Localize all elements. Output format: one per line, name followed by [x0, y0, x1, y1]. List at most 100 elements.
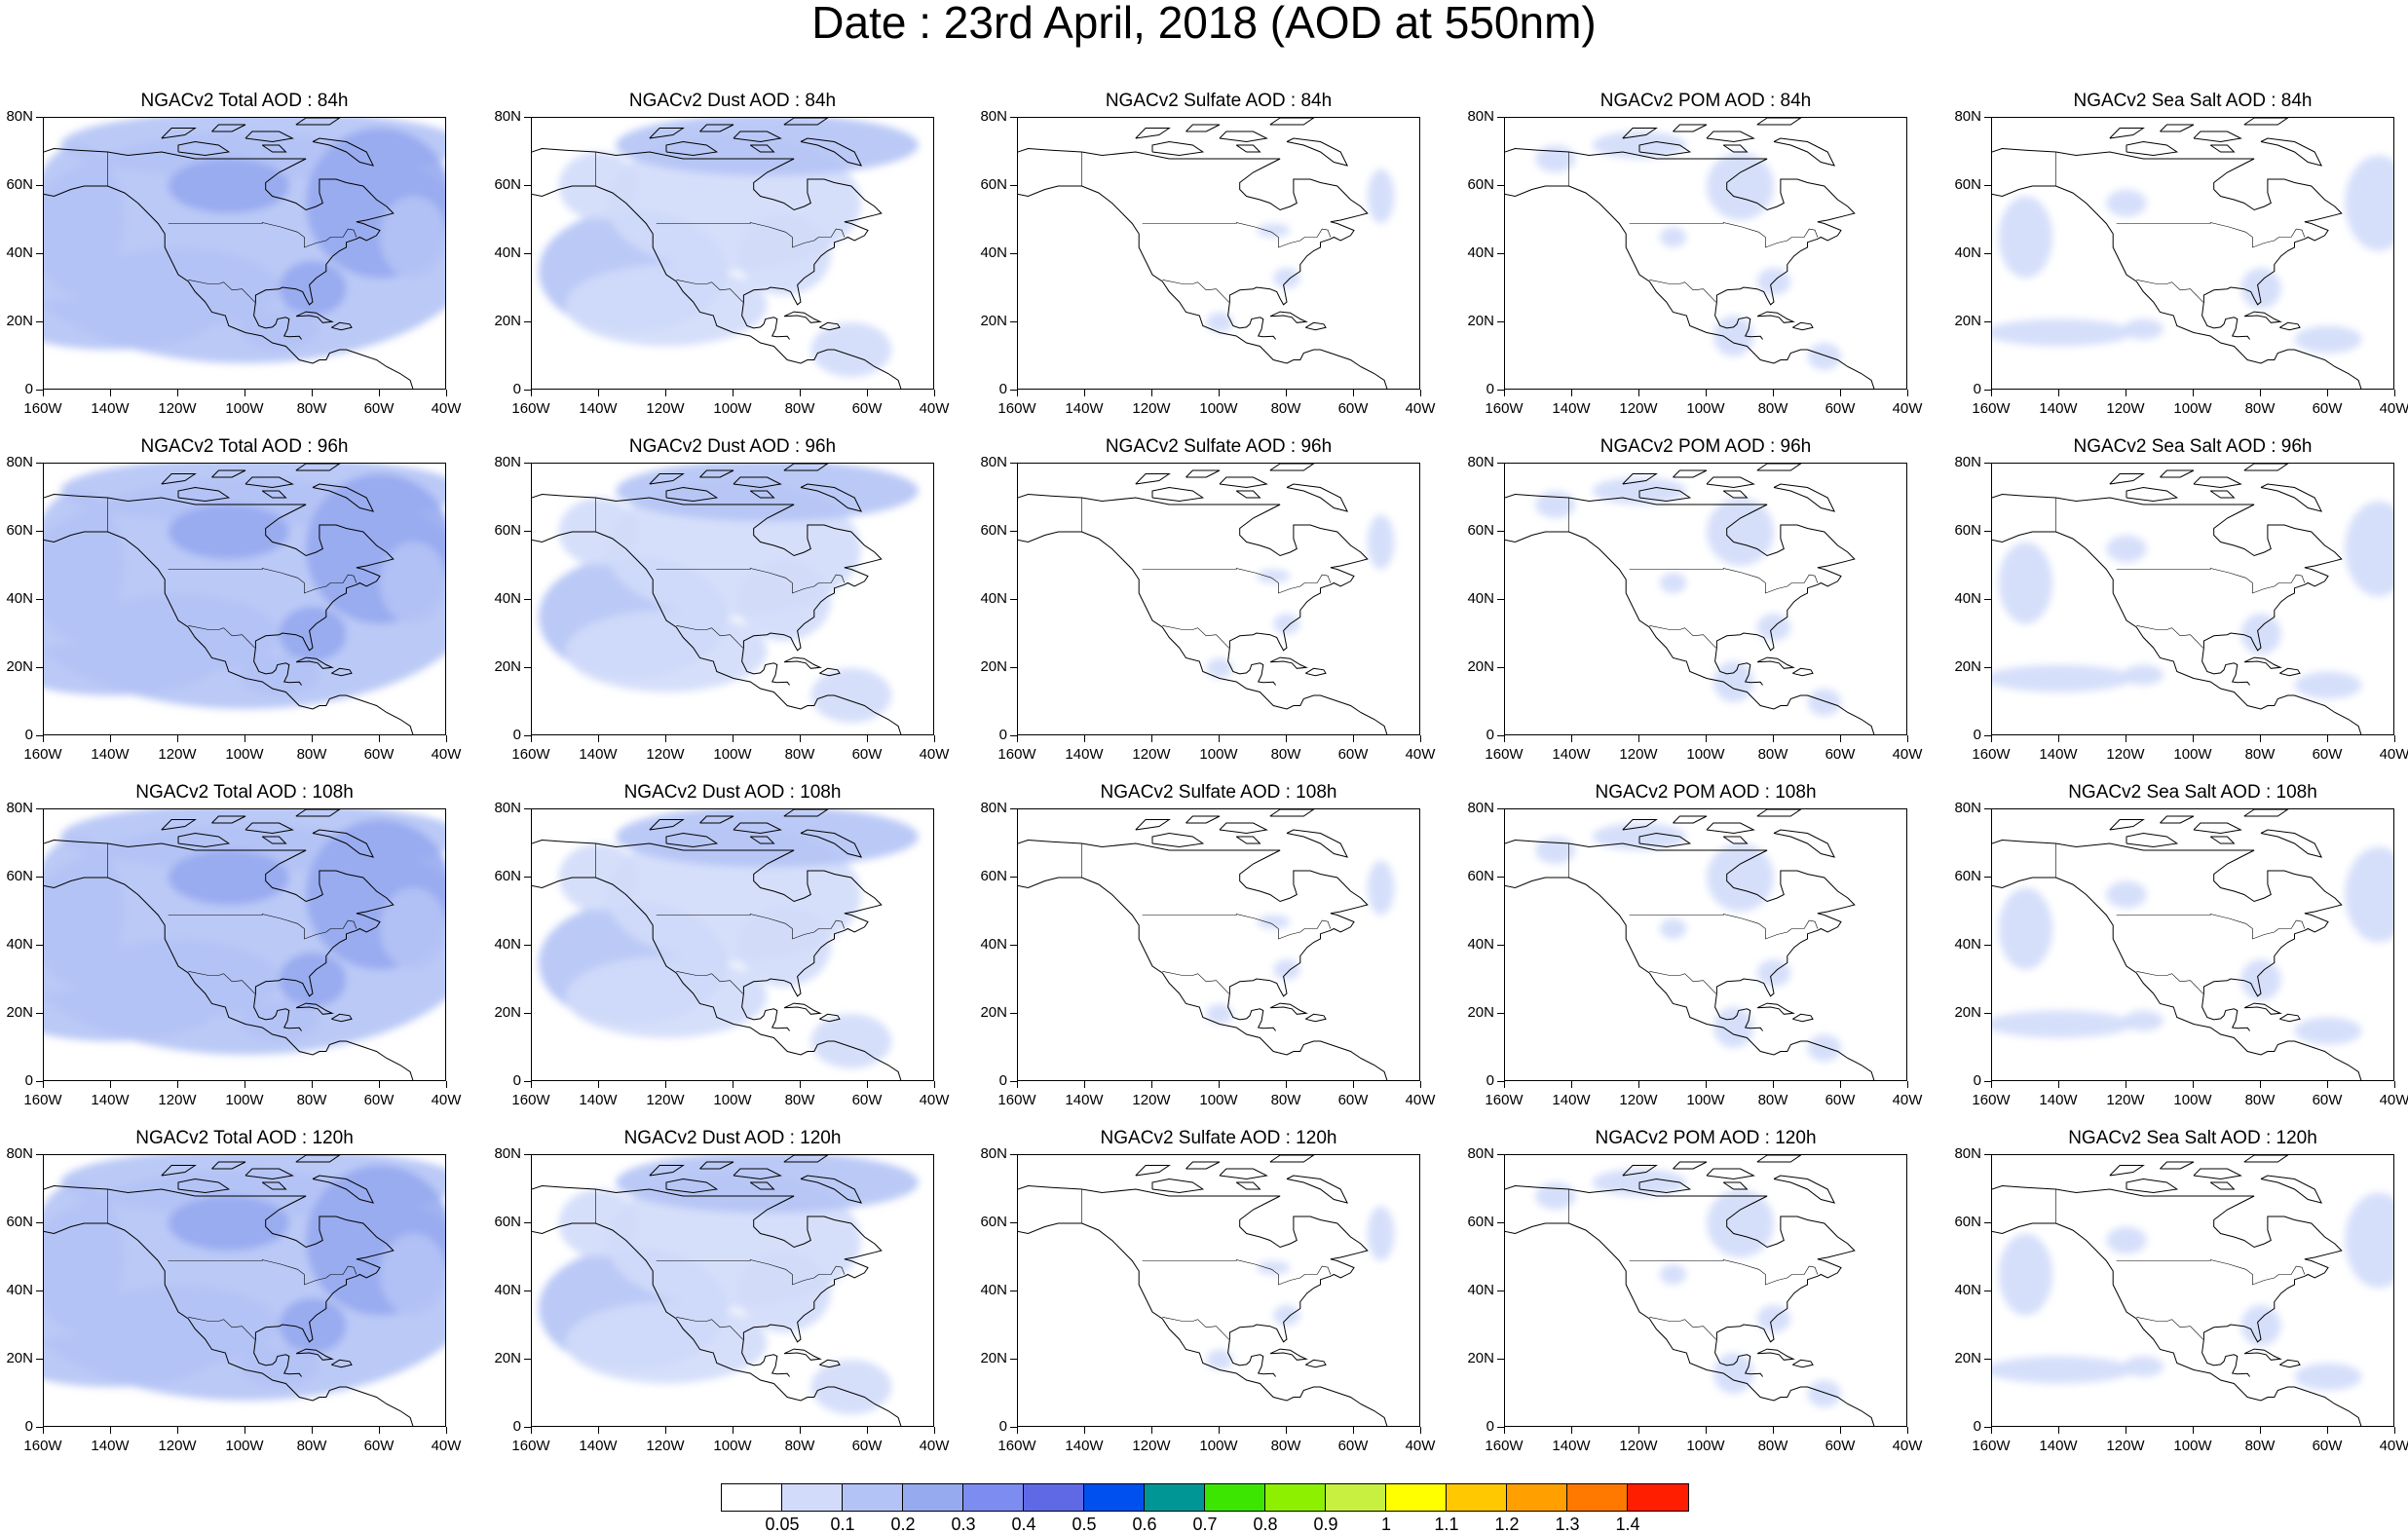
lon-tick-label: 140W: [579, 746, 618, 763]
arctic-island: [261, 836, 287, 844]
lon-tick: [665, 735, 666, 742]
lon-tick: [110, 1427, 111, 1434]
arctic-island: [2260, 1175, 2323, 1204]
aod-region: [2240, 1305, 2281, 1346]
arctic-island: [649, 128, 685, 139]
lat-tick: [1984, 1081, 1991, 1082]
island-cuba: [1756, 311, 1795, 323]
arctic-island: [2243, 464, 2289, 471]
lat-tick-label: 60N: [980, 868, 1007, 884]
arctic-island: [161, 473, 197, 485]
lon-tick-label: 80W: [2244, 746, 2276, 763]
arctic-island: [1756, 809, 1802, 817]
aod-region: [279, 261, 347, 316]
lat-tick: [524, 808, 531, 809]
border-us-canada: [656, 1259, 846, 1286]
aod-region: [279, 1298, 347, 1353]
panel-title: NGACv2 Sulfate AOD : 108h: [1100, 782, 1337, 803]
arctic-island: [783, 118, 829, 126]
lon-tick: [177, 1081, 178, 1088]
lat-tick: [1010, 390, 1017, 391]
arctic-island: [1185, 124, 1221, 132]
lat-tick-label: 80N: [6, 1145, 33, 1162]
colorbar-label: 0.2: [890, 1515, 916, 1534]
lon-tick: [1017, 1081, 1018, 1088]
border-us-canada: [1629, 914, 1819, 940]
lat-tick: [524, 253, 531, 254]
lon-tick-label: 120W: [1132, 1092, 1171, 1108]
aod-shading: [1206, 514, 1395, 679]
border-us-canada: [1142, 222, 1332, 248]
lon-tick-label: 100W: [2173, 400, 2212, 417]
lat-tick: [524, 735, 531, 736]
lon-tick-label: 40W: [1405, 746, 1436, 763]
lon-tick-label: 100W: [1199, 400, 1238, 417]
arctic-island: [1673, 1161, 1708, 1170]
colorbar-label: 0.9: [1313, 1515, 1338, 1534]
arctic-island: [649, 473, 685, 485]
coastline-yucatan: [253, 647, 303, 686]
arctic-island: [2126, 140, 2179, 157]
lon-tick: [1907, 1081, 1908, 1088]
aod-region: [44, 641, 212, 695]
coastline: [44, 1222, 414, 1426]
lon-tick-label: 40W: [919, 400, 950, 417]
panel-title: NGACv2 Dust AOD : 96h: [628, 436, 837, 457]
lat-tick-label: 80N: [6, 800, 33, 816]
arctic-island: [1286, 137, 1349, 167]
coastline: [44, 531, 414, 734]
lon-tick: [1353, 390, 1354, 396]
island-cuba: [1756, 1348, 1795, 1361]
aod-region: [44, 987, 212, 1041]
lat-tick: [36, 1222, 43, 1223]
colorbar-swatch: [1024, 1484, 1084, 1511]
lon-tick: [1991, 390, 1992, 396]
colorbar-label: 0.1: [830, 1515, 855, 1534]
lon-tick-label: 60W: [2312, 1438, 2343, 1454]
island-cuba: [783, 1348, 822, 1361]
lon-tick: [1353, 1427, 1354, 1434]
arctic-island: [177, 832, 231, 848]
border-us-mexico: [188, 625, 255, 649]
lat-tick-label: 40N: [980, 936, 1007, 953]
panel-title: NGACv2 Sulfate AOD : 120h: [1100, 1128, 1337, 1148]
arctic-island: [699, 815, 734, 824]
arctic-island: [2126, 832, 2179, 848]
lat-tick: [524, 599, 531, 600]
lon-tick: [379, 1427, 380, 1434]
lon-tick-label: 60W: [1337, 746, 1369, 763]
lon-tick: [1840, 1427, 1841, 1434]
aod-region: [2240, 959, 2281, 1000]
lon-tick: [1571, 390, 1572, 396]
colorbar-label: 1.4: [1615, 1515, 1640, 1534]
lat-tick: [36, 1427, 43, 1428]
colorbar-label: 1: [1380, 1515, 1391, 1534]
lat-tick-label: 20N: [6, 1004, 33, 1021]
lat-tick-label: 80N: [6, 454, 33, 470]
lat-tick-label: 40N: [1467, 936, 1494, 953]
map-frame: [1504, 117, 1907, 390]
aod-region: [2123, 1356, 2163, 1377]
arctic-island: [2260, 829, 2323, 858]
aod-region: [2294, 1363, 2362, 1391]
arctic-island: [1151, 140, 1205, 157]
aod-region: [1659, 227, 1687, 247]
lon-tick-label: 140W: [1065, 1092, 1104, 1108]
lon-tick: [43, 1427, 44, 1434]
lat-tick: [524, 390, 531, 391]
colorbar-swatch: [782, 1484, 843, 1511]
lat-tick-label: 0: [512, 727, 521, 743]
arctic-island: [1673, 815, 1708, 824]
aod-region: [558, 498, 640, 566]
lon-tick: [1084, 390, 1085, 396]
lon-tick: [1638, 390, 1639, 396]
aod-region: [1712, 661, 1754, 702]
lat-tick: [36, 1081, 43, 1082]
island-hispaniola: [331, 321, 353, 331]
lon-tick-label: 100W: [1686, 1438, 1725, 1454]
aod-region: [1535, 145, 1576, 172]
aod-region: [239, 309, 320, 350]
arctic-island: [800, 483, 863, 512]
lon-tick-label: 60W: [363, 746, 395, 763]
arctic-island: [1622, 128, 1658, 139]
